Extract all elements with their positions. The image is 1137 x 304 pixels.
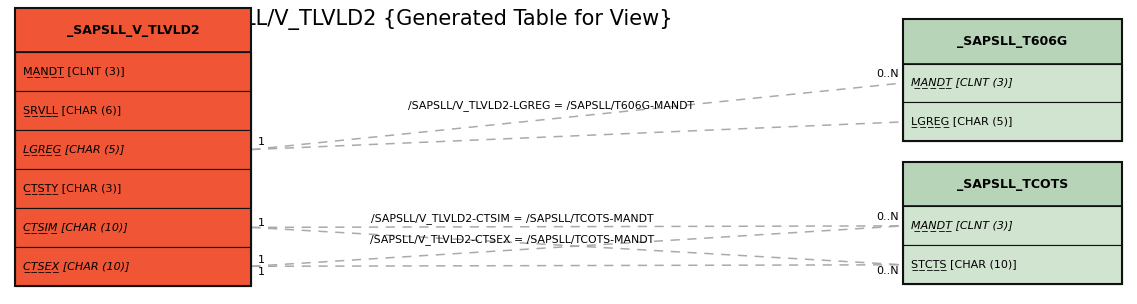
Text: M̲A̲N̲D̲T̲ [CLNT (3)]: M̲A̲N̲D̲T̲ [CLNT (3)] [911, 78, 1012, 88]
Bar [15, 169, 251, 208]
Text: L̲G̲R̲E̲G̲ [CHAR (5)]: L̲G̲R̲E̲G̲ [CHAR (5)] [911, 116, 1012, 127]
Bar [15, 8, 251, 52]
Text: _SAPSLL_T606G: _SAPSLL_T606G [957, 35, 1068, 48]
Bar [903, 245, 1122, 284]
Bar [15, 247, 251, 286]
Bar [15, 91, 251, 130]
Text: S̲R̲V̲L̲L̲ [CHAR (6)]: S̲R̲V̲L̲L̲ [CHAR (6)] [23, 105, 121, 116]
Text: M̲A̲N̲D̲T̲ [CLNT (3)]: M̲A̲N̲D̲T̲ [CLNT (3)] [23, 66, 124, 77]
Text: 0..N: 0..N [877, 267, 899, 276]
Bar [15, 208, 251, 247]
Text: /SAPSLL/V_TLVLD2-CTSEX = /SAPSLL/TCOTS-MANDT: /SAPSLL/V_TLVLD2-CTSEX = /SAPSLL/TCOTS-M… [370, 234, 654, 245]
Text: 0..N: 0..N [877, 212, 899, 222]
Bar [903, 162, 1122, 206]
Text: C̲T̲S̲T̲Y̲ [CHAR (3)]: C̲T̲S̲T̲Y̲ [CHAR (3)] [23, 183, 121, 194]
Text: L̲G̲R̲E̲G̲ [CHAR (5)]: L̲G̲R̲E̲G̲ [CHAR (5)] [23, 144, 124, 155]
Bar [15, 52, 251, 91]
Text: /SAPSLL/V_TLVLD2-LGREG = /SAPSLL/T606G-MANDT: /SAPSLL/V_TLVLD2-LGREG = /SAPSLL/T606G-M… [408, 100, 694, 111]
Text: M̲A̲N̲D̲T̲ [CLNT (3)]: M̲A̲N̲D̲T̲ [CLNT (3)] [911, 220, 1012, 231]
Text: /SAPSLL/V_TLVLD2-CTSIM = /SAPSLL/TCOTS-MANDT: /SAPSLL/V_TLVLD2-CTSIM = /SAPSLL/TCOTS-M… [371, 213, 653, 224]
Text: _SAPSLL_V_TLVLD2: _SAPSLL_V_TLVLD2 [67, 24, 199, 37]
Text: 0..N: 0..N [877, 70, 899, 79]
Text: C̲T̲S̲E̲X̲ [CHAR (10)]: C̲T̲S̲E̲X̲ [CHAR (10)] [23, 261, 130, 272]
Bar [15, 130, 251, 169]
Text: 1: 1 [258, 218, 265, 228]
Text: C̲T̲S̲I̲M̲ [CHAR (10)]: C̲T̲S̲I̲M̲ [CHAR (10)] [23, 222, 127, 233]
Text: 1: 1 [258, 267, 265, 277]
Text: 1: 1 [258, 255, 265, 264]
Text: S̲T̲C̲T̲S̲ [CHAR (10)]: S̲T̲C̲T̲S̲ [CHAR (10)] [911, 259, 1016, 270]
Text: SAP ABAP table /SAPSLL/V_TLVLD2 {Generated Table for View}: SAP ABAP table /SAPSLL/V_TLVLD2 {Generat… [15, 9, 672, 30]
Bar [903, 206, 1122, 245]
Bar [903, 162, 1122, 284]
Bar [15, 8, 251, 286]
Text: _SAPSLL_TCOTS: _SAPSLL_TCOTS [957, 178, 1068, 191]
Bar [903, 19, 1122, 64]
Bar [903, 102, 1122, 141]
Text: 1: 1 [258, 137, 265, 147]
Bar [903, 19, 1122, 141]
Bar [903, 64, 1122, 102]
